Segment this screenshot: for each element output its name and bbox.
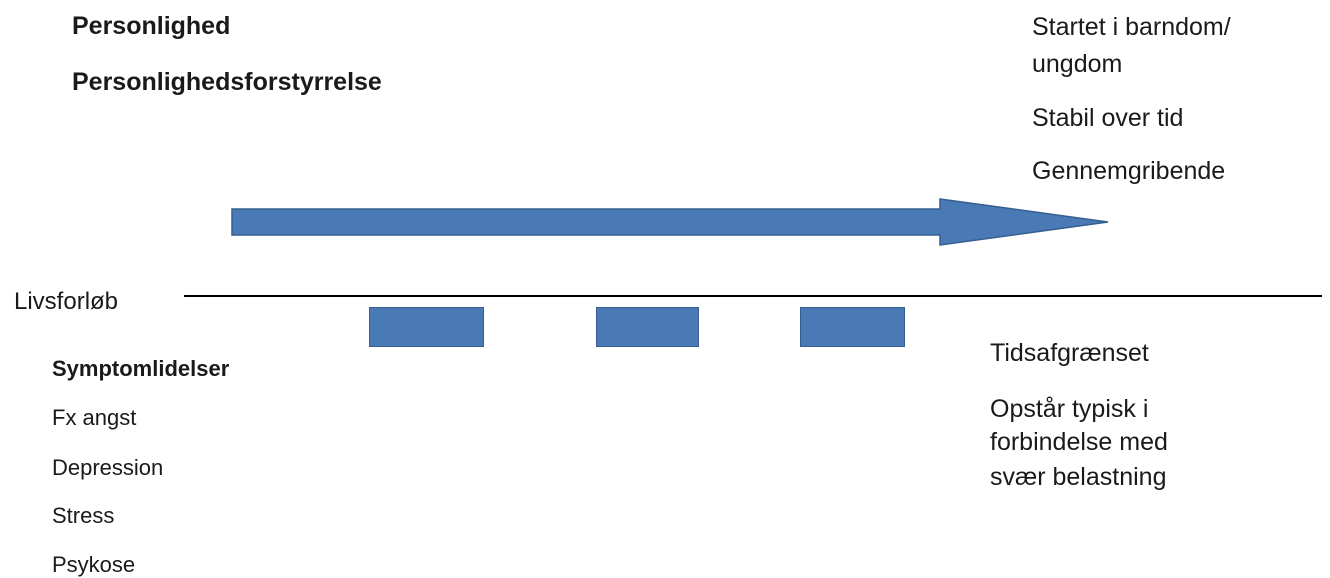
list-item: Psykose — [52, 552, 136, 577]
lifeline — [184, 295, 1322, 297]
episode-block-3 — [800, 307, 905, 347]
lifeline-label: Livsforløb — [14, 288, 119, 315]
episode-block-2 — [596, 307, 699, 347]
list-item: Stress — [52, 503, 115, 528]
list-item: Fx angst — [52, 405, 137, 430]
trait-onset-line-1: Startet i barndom/ — [1032, 13, 1231, 41]
trait-onset-line-2: ungdom — [1032, 50, 1123, 78]
symptom-disorders-heading: Symptomlidelser — [52, 356, 230, 381]
onset-desc-line-1: Opstår typisk i — [990, 395, 1149, 423]
onset-desc-line-2: forbindelse med — [990, 428, 1168, 456]
arrow-shape — [231, 198, 1109, 246]
time-limited-label: Tidsafgrænset — [990, 339, 1149, 367]
personality-heading: Personlighed — [72, 12, 231, 40]
list-item: Depression — [52, 455, 164, 480]
personality-disorder-heading: Personlighedsforstyrrelse — [72, 68, 382, 96]
right-arrow-icon — [231, 198, 1109, 246]
trait-pervasive: Gennemgribende — [1032, 157, 1226, 185]
onset-desc-line-3: svær belastning — [990, 463, 1167, 491]
trait-stable: Stabil over tid — [1032, 104, 1184, 132]
episode-block-1 — [369, 307, 484, 347]
